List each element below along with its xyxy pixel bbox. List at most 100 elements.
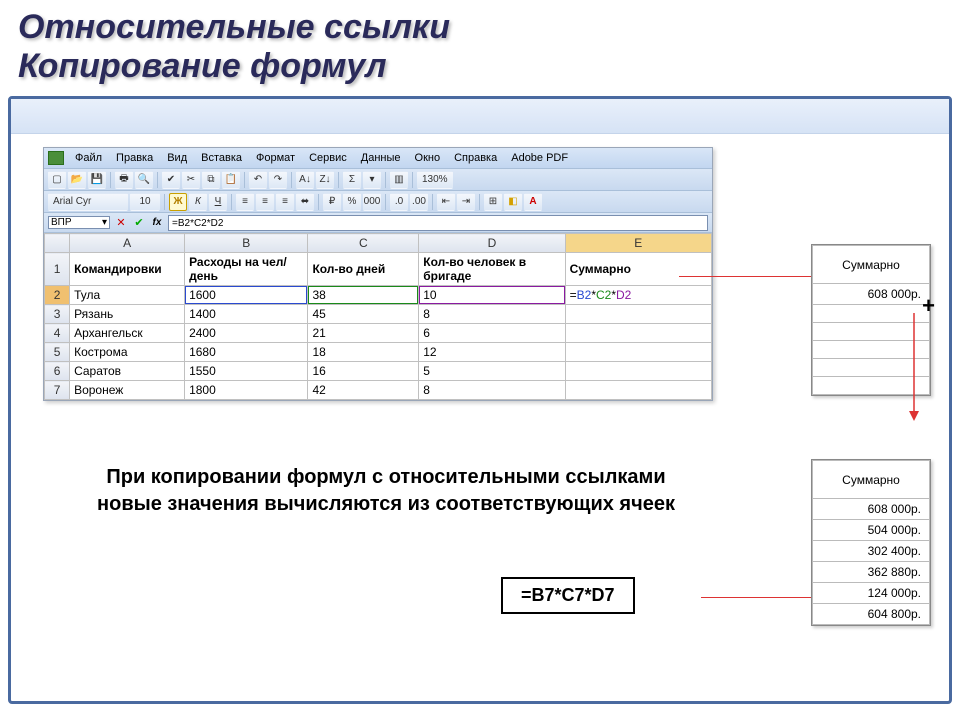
cell-E5[interactable] (565, 343, 711, 362)
sort-asc-icon[interactable]: A↓ (296, 171, 314, 189)
open-icon[interactable]: 📂 (68, 171, 86, 189)
comma-icon[interactable]: 000 (363, 193, 381, 211)
spell-icon[interactable]: ✔ (162, 171, 180, 189)
col-hdr-D[interactable]: D (419, 234, 565, 253)
row-hdr-5[interactable]: 5 (45, 343, 70, 362)
cut-icon[interactable]: ✂ (182, 171, 200, 189)
undo-icon[interactable]: ↶ (249, 171, 267, 189)
save-icon[interactable]: 💾 (88, 171, 106, 189)
cell-C2[interactable]: 38 (308, 286, 419, 305)
indent-inc-icon[interactable]: ⇥ (457, 193, 475, 211)
cell-B4[interactable]: 2400 (185, 324, 308, 343)
col-hdr-C[interactable]: C (308, 234, 419, 253)
menu-format[interactable]: Формат (249, 150, 302, 166)
cell-E4[interactable] (565, 324, 711, 343)
formatting-toolbar[interactable]: Arial Cyr 10 Ж К Ч ≡ ≡ ≡ ⬌ ₽ % 000 .0 .0… (44, 191, 712, 213)
bold-icon[interactable]: Ж (169, 193, 187, 211)
font-size-box[interactable]: 10 (130, 193, 160, 211)
indent-dec-icon[interactable]: ⇤ (437, 193, 455, 211)
menu-insert[interactable]: Вставка (194, 150, 249, 166)
cell-D2[interactable]: 10 (419, 286, 565, 305)
cell-D5[interactable]: 12 (419, 343, 565, 362)
preview-icon[interactable]: 🔍 (135, 171, 153, 189)
hdr-E[interactable]: Суммарно (565, 253, 711, 286)
cell-A4[interactable]: Архангельск (70, 324, 185, 343)
chevron-down-icon[interactable]: ▾ (102, 217, 107, 228)
cell-B7[interactable]: 1800 (185, 381, 308, 400)
dec-dec-icon[interactable]: .00 (410, 193, 428, 211)
row-hdr-6[interactable]: 6 (45, 362, 70, 381)
cell-B2[interactable]: 1600 (185, 286, 308, 305)
paste-icon[interactable]: 📋 (222, 171, 240, 189)
sort-desc-icon[interactable]: Z↓ (316, 171, 334, 189)
zoom-box[interactable]: 130% (417, 171, 453, 189)
autosum-icon[interactable]: Σ (343, 171, 361, 189)
italic-icon[interactable]: К (189, 193, 207, 211)
cell-B5[interactable]: 1680 (185, 343, 308, 362)
dropdown-icon[interactable]: ▾ (363, 171, 381, 189)
hdr-B[interactable]: Расходы на чел/день (185, 253, 308, 286)
cell-E2[interactable]: =B2*C2*D2 (565, 286, 711, 305)
row-hdr-7[interactable]: 7 (45, 381, 70, 400)
fill-color-icon[interactable]: ◧ (504, 193, 522, 211)
cell-B6[interactable]: 1550 (185, 362, 308, 381)
cell-A6[interactable]: Саратов (70, 362, 185, 381)
spreadsheet-grid[interactable]: A B C D E 1 Командировки Расходы на чел/… (44, 233, 712, 400)
select-all-corner[interactable] (45, 234, 70, 253)
copy-icon[interactable]: ⧉ (202, 171, 220, 189)
cell-B3[interactable]: 1400 (185, 305, 308, 324)
col-hdr-A[interactable]: A (70, 234, 185, 253)
menu-edit[interactable]: Правка (109, 150, 160, 166)
row-hdr-2[interactable]: 2 (45, 286, 70, 305)
menu-file[interactable]: Файл (68, 150, 109, 166)
standard-toolbar[interactable]: ▢ 📂 💾 🖶 🔍 ✔ ✂ ⧉ 📋 ↶ ↷ A↓ Z↓ Σ ▾ ▥ 130% (44, 169, 712, 191)
merge-icon[interactable]: ⬌ (296, 193, 314, 211)
chart-icon[interactable]: ▥ (390, 171, 408, 189)
font-color-icon[interactable]: A (524, 193, 542, 211)
cell-A7[interactable]: Воронеж (70, 381, 185, 400)
currency-icon[interactable]: ₽ (323, 193, 341, 211)
align-center-icon[interactable]: ≡ (256, 193, 274, 211)
print-icon[interactable]: 🖶 (115, 171, 133, 189)
dec-inc-icon[interactable]: .0 (390, 193, 408, 211)
name-box[interactable]: ВПР ▾ (48, 216, 110, 229)
cell-E7[interactable] (565, 381, 711, 400)
cell-C6[interactable]: 16 (308, 362, 419, 381)
new-icon[interactable]: ▢ (48, 171, 66, 189)
font-name-box[interactable]: Arial Cyr (48, 193, 128, 211)
menu-bar[interactable]: Файл Правка Вид Вставка Формат Сервис Да… (44, 148, 712, 169)
menu-data[interactable]: Данные (354, 150, 408, 166)
menu-view[interactable]: Вид (160, 150, 194, 166)
redo-icon[interactable]: ↷ (269, 171, 287, 189)
hdr-C[interactable]: Кол-во дней (308, 253, 419, 286)
align-right-icon[interactable]: ≡ (276, 193, 294, 211)
row-hdr-4[interactable]: 4 (45, 324, 70, 343)
row-hdr-1[interactable]: 1 (45, 253, 70, 286)
menu-adobe-pdf[interactable]: Adobe PDF (504, 150, 575, 166)
align-left-icon[interactable]: ≡ (236, 193, 254, 211)
hdr-A[interactable]: Командировки (70, 253, 185, 286)
cell-E6[interactable] (565, 362, 711, 381)
fx-icon[interactable]: fx (150, 216, 164, 230)
cell-C5[interactable]: 18 (308, 343, 419, 362)
menu-tools[interactable]: Сервис (302, 150, 354, 166)
cell-D7[interactable]: 8 (419, 381, 565, 400)
cell-C7[interactable]: 42 (308, 381, 419, 400)
enter-icon[interactable]: ✔ (132, 216, 146, 230)
cancel-icon[interactable]: ✕ (114, 216, 128, 230)
cell-A2[interactable]: Тула (70, 286, 185, 305)
percent-icon[interactable]: % (343, 193, 361, 211)
formula-input[interactable]: =B2*C2*D2 (168, 215, 708, 231)
cell-E3[interactable] (565, 305, 711, 324)
menu-help[interactable]: Справка (447, 150, 504, 166)
row-hdr-3[interactable]: 3 (45, 305, 70, 324)
hdr-D[interactable]: Кол-во человек в бригаде (419, 253, 565, 286)
cell-A3[interactable]: Рязань (70, 305, 185, 324)
cell-C4[interactable]: 21 (308, 324, 419, 343)
formula-bar[interactable]: ВПР ▾ ✕ ✔ fx =B2*C2*D2 (44, 213, 712, 233)
col-hdr-E[interactable]: E (565, 234, 711, 253)
underline-icon[interactable]: Ч (209, 193, 227, 211)
cell-D3[interactable]: 8 (419, 305, 565, 324)
menu-window[interactable]: Окно (408, 150, 448, 166)
borders-icon[interactable]: ⊞ (484, 193, 502, 211)
